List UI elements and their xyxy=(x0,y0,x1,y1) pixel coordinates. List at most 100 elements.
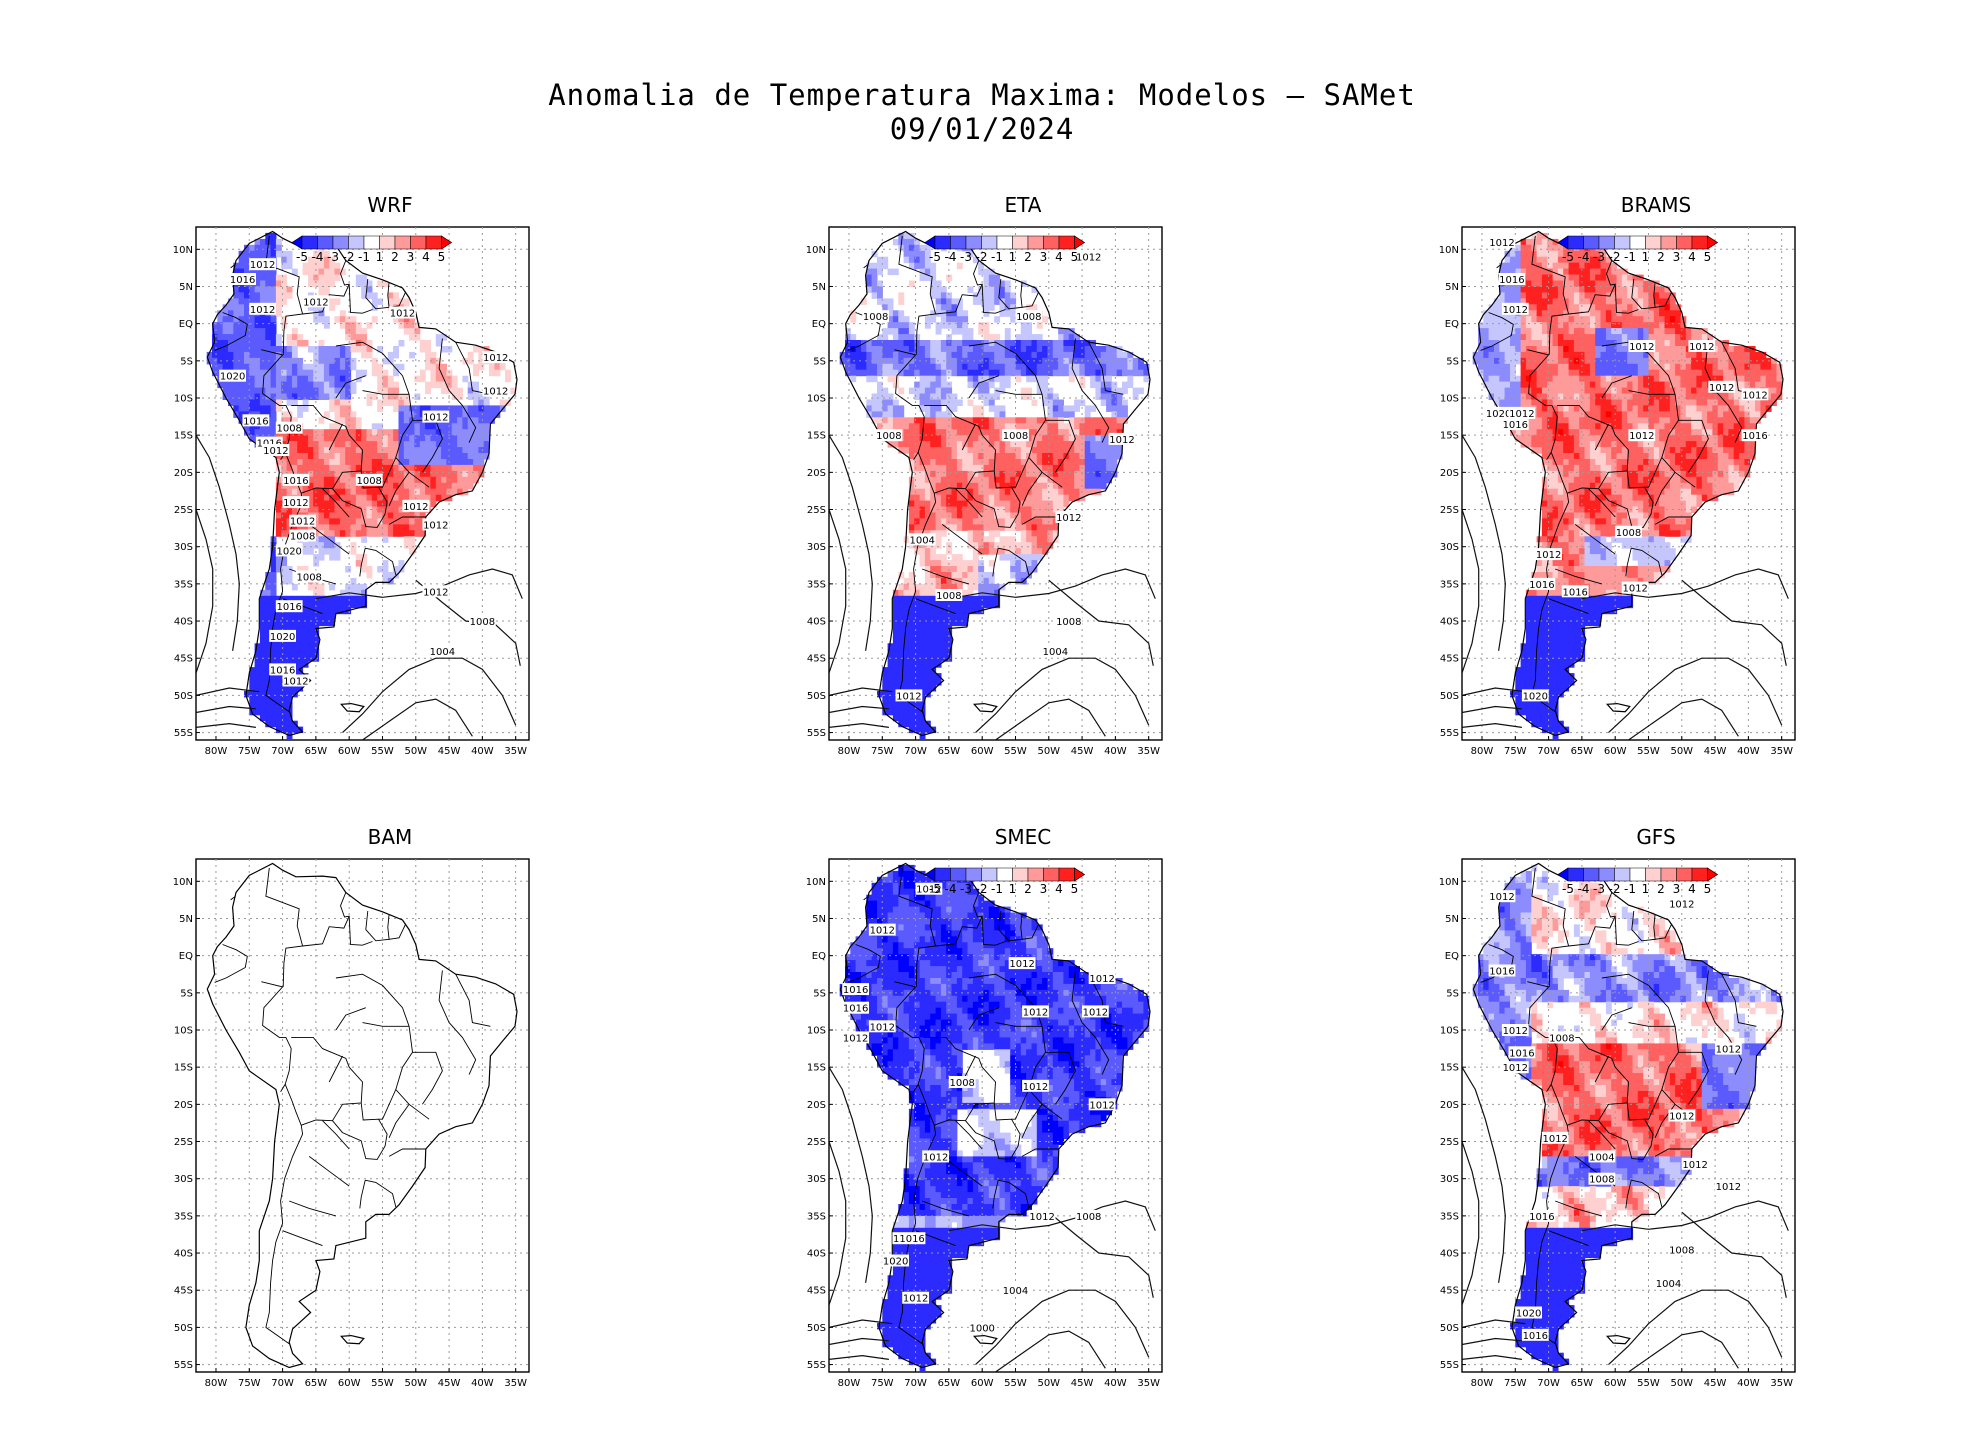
isobar-label: 1012 xyxy=(1715,1042,1742,1056)
svg-text:1012: 1012 xyxy=(403,502,428,513)
isobar-label: 1004 xyxy=(429,644,456,658)
lat-tick-label: EQ xyxy=(179,951,193,962)
isobar-label: 1012 xyxy=(422,518,450,531)
lon-tick-label: 75W xyxy=(871,1378,894,1389)
lon-tick-label: 50W xyxy=(404,1378,427,1389)
isobar-label: 1016 xyxy=(1501,418,1529,431)
lon-tick-label: 40W xyxy=(1737,1378,1760,1389)
map-brams: 1012101610161012101210121012101210201012… xyxy=(1439,226,1796,757)
colorbar-label: -4 xyxy=(945,250,957,264)
lon-tick-label: 40W xyxy=(1104,746,1127,757)
lon-tick-label: 55W xyxy=(1004,746,1027,757)
isobar-label: 1016 xyxy=(275,600,303,613)
lon-tick-label: 80W xyxy=(205,746,228,757)
lat-tick-label: 40S xyxy=(1440,1249,1459,1260)
svg-text:1004: 1004 xyxy=(909,535,934,546)
isobar-label: 11016 xyxy=(892,1232,926,1245)
isobar-label: 1016 xyxy=(1508,1046,1536,1059)
lat-tick-label: 40S xyxy=(807,1249,826,1260)
colorbar-label: -3 xyxy=(960,250,972,264)
isobar-label: 1020 xyxy=(1515,1306,1542,1320)
panel-brams: BRAMS 1012101610161012101210121012101210… xyxy=(1439,193,1866,793)
isobar-label: 1012 xyxy=(1075,250,1103,264)
lat-tick-label: 5S xyxy=(813,356,826,367)
svg-text:1004: 1004 xyxy=(1043,647,1068,658)
lat-tick-label: 5S xyxy=(813,988,826,999)
colorbar-label: -3 xyxy=(327,250,339,264)
lat-tick-label: 5S xyxy=(180,356,193,367)
isobar-label: 1012 xyxy=(868,1020,896,1033)
isobar-label: 1016 xyxy=(1528,577,1556,591)
lon-tick-label: 55W xyxy=(371,746,394,757)
lat-tick-label: 50S xyxy=(807,691,826,702)
lat-tick-label: 50S xyxy=(807,1323,826,1334)
svg-text:1020: 1020 xyxy=(276,546,301,557)
lat-tick-label: 25S xyxy=(174,1137,193,1148)
isobar-label: 1012 xyxy=(922,1150,949,1163)
anomaly-shading xyxy=(1472,864,1783,1372)
lat-tick-label: 45S xyxy=(1440,1286,1459,1297)
isobar-label: 1000 xyxy=(968,1321,996,1334)
colorbar-label: 3 xyxy=(1673,250,1681,264)
isobar-lines xyxy=(1462,434,1789,740)
lon-tick-label: 75W xyxy=(238,746,261,757)
isobar-label: 1020 xyxy=(275,544,303,557)
panel-bam: BAM 10N 5N EQ 5S 10S 15S 20S 25S 30S 35S 40S 45S 50S… xyxy=(173,825,600,1425)
isobar-label: 1016 xyxy=(269,663,296,676)
axis-labels: 10N 5N EQ 5S 10S 15S 20S 25S 30S 35S 40S 45S 50S 55S 8… xyxy=(806,245,1160,757)
svg-text:1008: 1008 xyxy=(296,572,321,583)
lat-tick-label: 15S xyxy=(807,1063,826,1074)
colorbar-label: 3 xyxy=(1040,882,1048,896)
lat-tick-label: 50S xyxy=(1440,1323,1459,1334)
lat-tick-label: EQ xyxy=(1445,951,1459,962)
svg-text:1016: 1016 xyxy=(230,275,255,286)
isobar-label: 1012 xyxy=(402,499,430,513)
isobar-lines xyxy=(829,434,1156,740)
isobar-label: 1008 xyxy=(948,1076,976,1089)
lon-tick-label: 35W xyxy=(1770,1378,1793,1389)
lon-tick-label: 50W xyxy=(1670,1378,1693,1389)
lon-tick-label: 50W xyxy=(1670,746,1693,757)
lat-tick-label: 50S xyxy=(1440,691,1459,702)
colorbar-label: 1 xyxy=(1009,882,1017,896)
colorbar-label: -2 xyxy=(343,250,355,264)
map-gfs: 1012 1012 1012 1016 1012 1008 1016 1012 1012 1012… xyxy=(1439,858,1796,1389)
isobar-label: 1012 xyxy=(868,923,896,937)
svg-text:1004: 1004 xyxy=(430,647,455,658)
isobar-label: 1012 xyxy=(1055,511,1083,524)
lon-tick-label: 70W xyxy=(904,746,927,757)
lat-tick-label: 55S xyxy=(1440,1360,1459,1371)
isobar-label: 1012 xyxy=(1008,957,1036,970)
lat-tick-label: 45S xyxy=(174,654,193,665)
lon-tick-label: 35W xyxy=(1137,746,1160,757)
lat-tick-label: 5S xyxy=(1446,356,1459,367)
panel-eta: ETA 1012 1008 1008 1008 1008 1012 1012 1004 1008… xyxy=(806,193,1233,793)
lat-tick-label: 10N xyxy=(1439,877,1459,888)
isobar-label: 1012 xyxy=(1668,897,1696,911)
colorbar-label: -1 xyxy=(991,882,1003,896)
isobar-label: 1012 xyxy=(249,302,276,316)
lat-tick-label: 30S xyxy=(174,542,193,553)
colorbar-label: 5 xyxy=(1704,250,1712,264)
isobar-label: 1004 xyxy=(908,533,936,546)
isobar-label: 1008 xyxy=(295,570,323,583)
panel-title: GFS xyxy=(1636,825,1676,849)
falkland-islands xyxy=(339,1334,365,1345)
lat-tick-label: 25S xyxy=(807,505,826,516)
panel-title: ETA xyxy=(1004,193,1042,217)
lon-tick-label: 80W xyxy=(205,1378,228,1389)
lon-tick-label: 55W xyxy=(1004,1378,1027,1389)
lat-tick-label: 35S xyxy=(807,579,826,590)
svg-text:1008: 1008 xyxy=(876,431,901,442)
country-borders xyxy=(847,867,1124,1345)
lat-tick-label: 5S xyxy=(180,988,193,999)
isobar-label: 1016 xyxy=(282,473,310,487)
country-borders xyxy=(1480,867,1757,1345)
isobar-label: 1016 xyxy=(1498,273,1526,286)
colorbar-label: 2 xyxy=(391,250,399,264)
colorbar-label: -5 xyxy=(1562,882,1574,896)
lat-tick-label: 45S xyxy=(807,1286,826,1297)
graticule xyxy=(829,859,1162,1372)
lat-tick-label: 10S xyxy=(807,394,826,405)
